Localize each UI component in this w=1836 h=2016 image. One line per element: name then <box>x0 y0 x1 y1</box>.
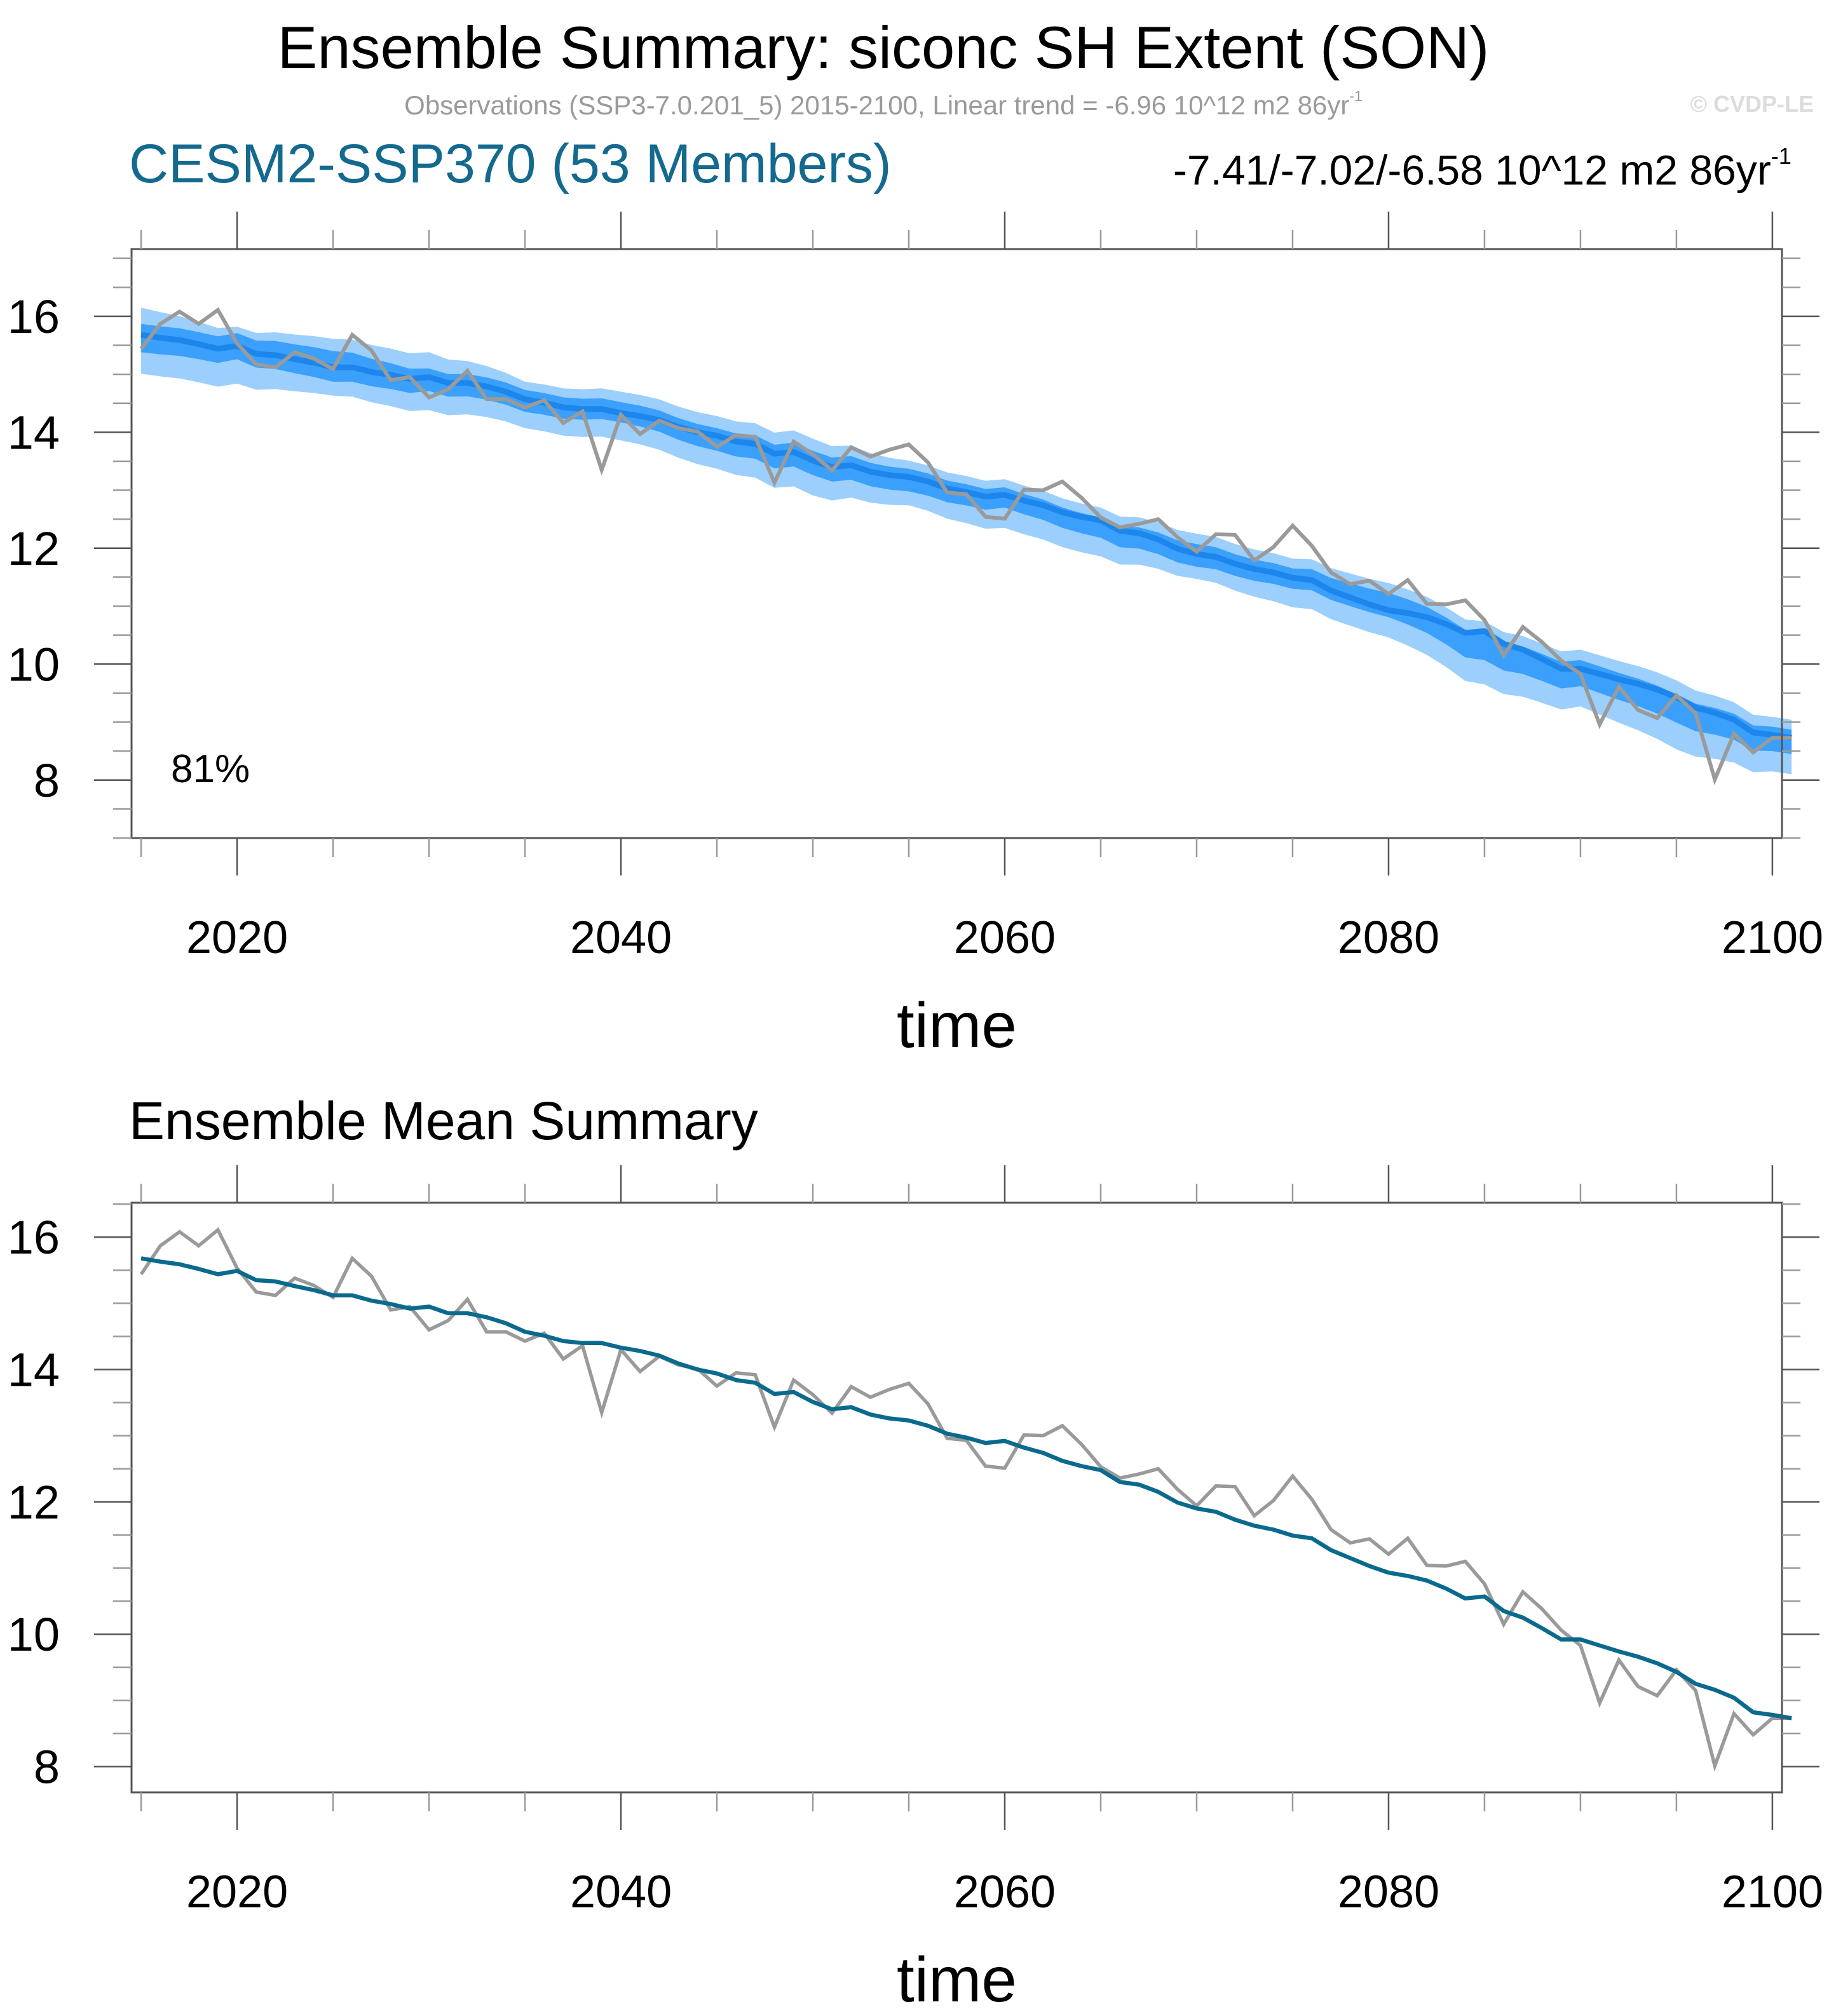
observations-subtitle-text: Observations (SSP3-7.0.201_5) 2015-2100,… <box>404 90 1350 120</box>
y-tick-label: 8 <box>34 1740 60 1793</box>
chart-title: Ensemble Summary: siconc SH Extent (SON) <box>277 14 1490 81</box>
ensemble-mean-title: Ensemble Mean Summary <box>129 1091 758 1151</box>
percent-annotation: 81% <box>171 747 250 791</box>
y-tick-label: 16 <box>8 290 60 343</box>
x-tick-label: 2060 <box>954 1867 1056 1918</box>
ensemble-summary-panel: 8 10 12 14 16 2020 2040 2060 2080 2100 time 81% <box>8 212 1823 1061</box>
trend-range-exponent: -1 <box>1771 143 1792 169</box>
ensemble-mean-line <box>140 332 1792 741</box>
observations-line <box>139 307 1792 785</box>
outer-spread-band <box>141 308 1792 775</box>
y-tick-label: 12 <box>8 522 60 575</box>
y-tick-label: 10 <box>8 638 60 691</box>
y-tick-label: 16 <box>8 1211 60 1264</box>
observations-subtitle-exponent: -1 <box>1349 88 1363 104</box>
plot-frame <box>130 248 1783 839</box>
x-tick-label: 2020 <box>186 1867 288 1918</box>
x-axis-title: time <box>897 990 1017 1061</box>
y-tick-label: 14 <box>8 1343 60 1396</box>
ensemble-mean-panel: 8 10 12 14 16 2020 2040 2060 2080 2100 time <box>8 1165 1823 2015</box>
x-tick-label: 2080 <box>1338 912 1439 963</box>
y-tick-label: 8 <box>34 754 60 807</box>
y-tick-label: 10 <box>8 1608 60 1661</box>
y-tick-label: 12 <box>8 1476 60 1529</box>
ensemble-mean-line <box>140 1256 1792 1721</box>
y-tick-label: 14 <box>8 406 60 459</box>
x-tick-label: 2060 <box>954 912 1056 963</box>
inner-spread-band <box>141 323 1792 754</box>
x-tick-label: 2080 <box>1338 1867 1439 1918</box>
observations-line <box>139 1227 1792 1772</box>
x-tick-label: 2100 <box>1722 912 1823 963</box>
cvdp-watermark: © CVDP-LE <box>1690 91 1814 117</box>
plot-frame <box>130 1201 1783 1794</box>
x-tick-label: 2040 <box>570 1867 672 1918</box>
x-tick-label: 2100 <box>1722 1867 1823 1918</box>
model-title: CESM2-SSP370 (53 Members) <box>129 133 892 194</box>
x-axis-title: time <box>897 1944 1017 2015</box>
trend-range-label: -7.41/-7.02/-6.58 10^12 m2 86yr-1 <box>1173 143 1792 194</box>
x-tick-label: 2040 <box>570 912 672 963</box>
x-tick-label: 2020 <box>186 912 288 963</box>
trend-range-text: -7.41/-7.02/-6.58 10^12 m2 86yr <box>1173 146 1771 194</box>
observations-subtitle: Observations (SSP3-7.0.201_5) 2015-2100,… <box>0 88 1767 120</box>
